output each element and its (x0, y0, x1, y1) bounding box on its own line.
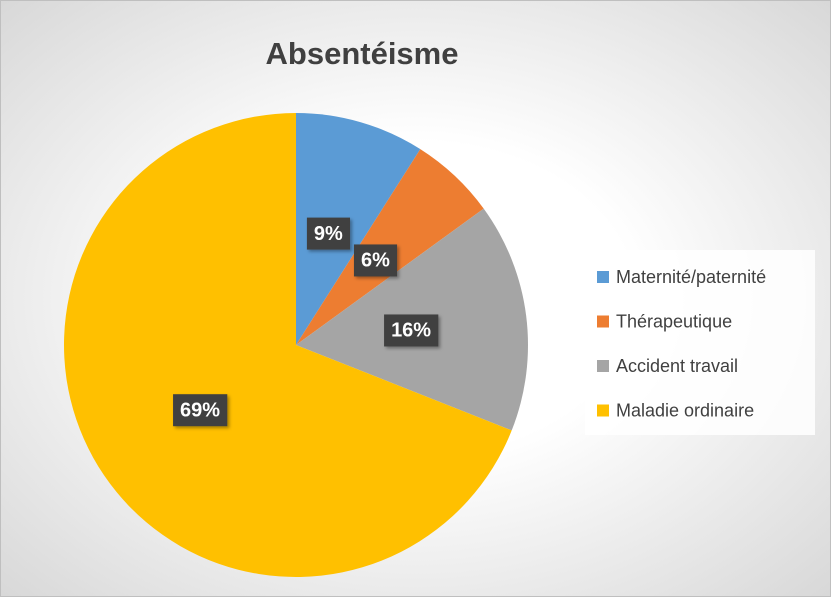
legend-label: Maladie ordinaire (616, 400, 754, 420)
data-label: 6% (353, 244, 398, 277)
data-label-box (384, 314, 439, 347)
legend-label: Thérapeutique (616, 311, 732, 331)
pie-slice (63, 113, 512, 577)
data-label-box (353, 244, 398, 277)
pie-slice (296, 113, 421, 345)
data-label-box (173, 394, 228, 427)
legend-swatch (597, 360, 609, 372)
data-label-box (306, 217, 351, 250)
legend-label: Maternité/paternité (616, 267, 766, 287)
legend-swatch (597, 404, 609, 417)
legend-label: Accident travail (616, 356, 738, 376)
legend-box (585, 250, 815, 435)
data-label-text: 6% (361, 250, 390, 272)
data-label: 16% (384, 314, 439, 347)
legend-swatch (597, 271, 609, 283)
data-label-text: 16% (391, 320, 431, 342)
legend-swatch (597, 315, 609, 328)
data-label: 69% (173, 394, 228, 427)
data-label-text: 69% (180, 399, 220, 421)
data-label-text: 9% (314, 223, 343, 245)
data-label: 9% (306, 217, 351, 250)
chart-title: Absentéisme (266, 36, 459, 71)
